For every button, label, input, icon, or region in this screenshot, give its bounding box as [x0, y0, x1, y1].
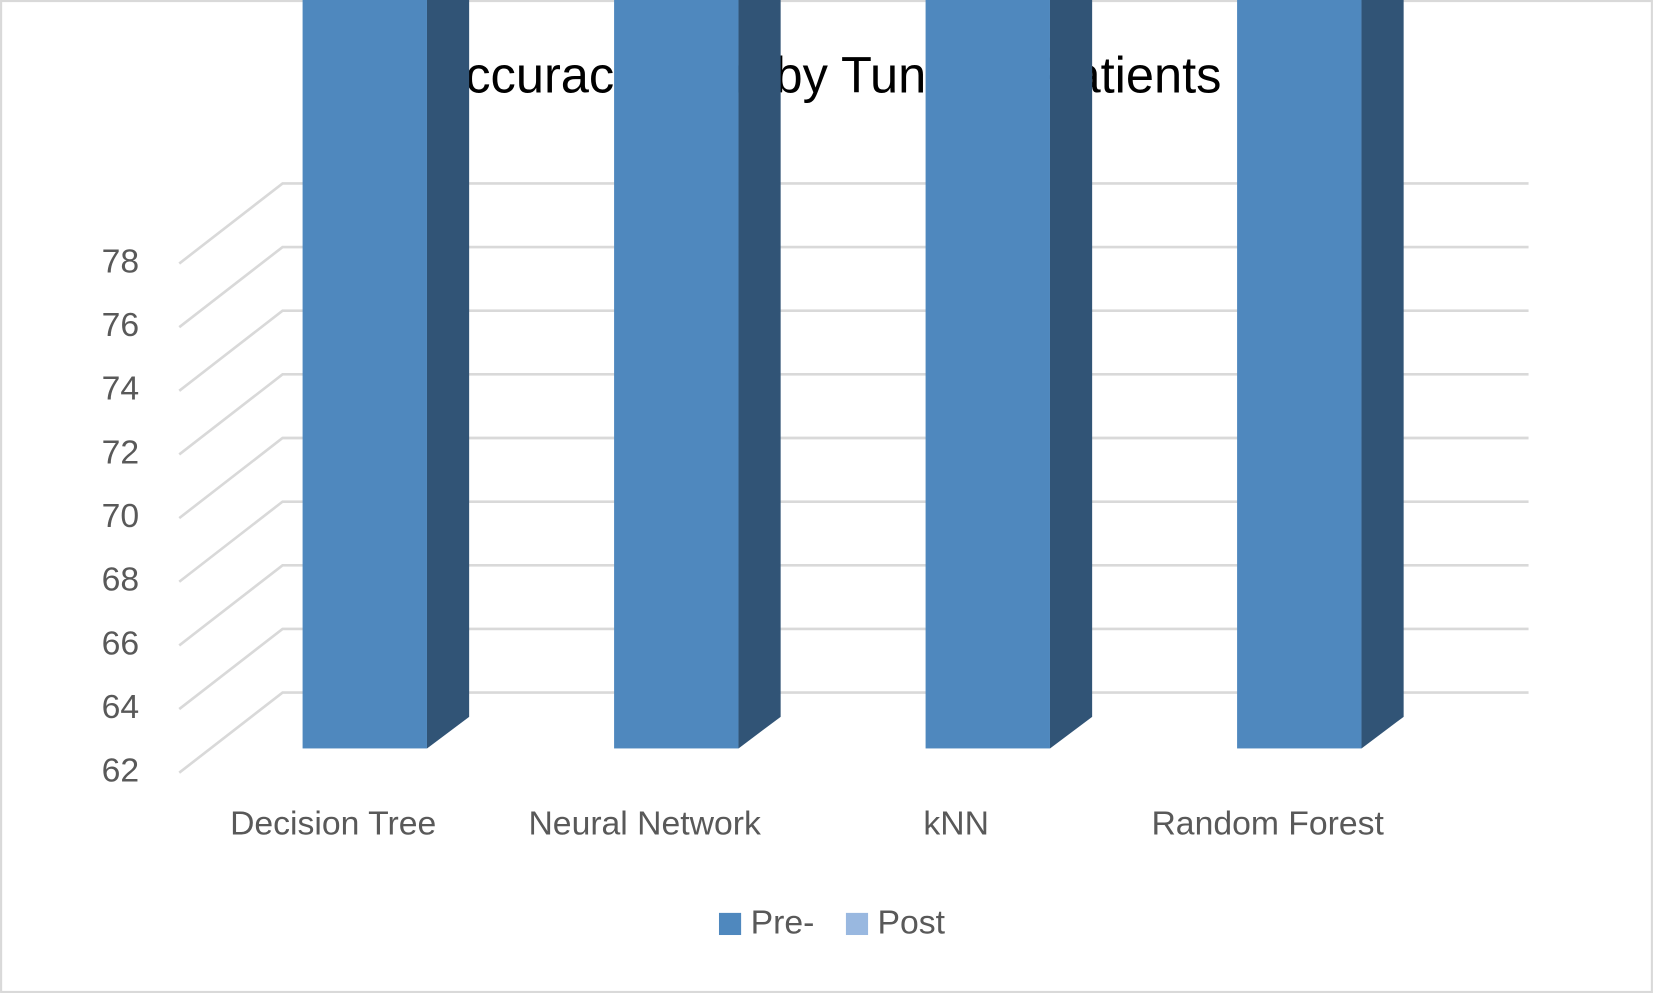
legend-label: Post: [878, 903, 946, 941]
x-tick-label: kNN: [923, 804, 989, 842]
y-tick-label: 70: [102, 497, 140, 535]
bar-segment: [614, 0, 739, 749]
y-tick-label: 74: [102, 370, 140, 408]
grid-line: [178, 309, 1529, 392]
bar-side: [1049, 0, 1093, 749]
grid-line: [178, 500, 1529, 583]
y-tick-label: 66: [102, 624, 140, 662]
x-tick-label: Neural Network: [528, 804, 761, 842]
grid-line: [178, 436, 1529, 520]
grid-line: [178, 691, 1529, 774]
bar-side: [738, 0, 781, 749]
grid-line: [178, 627, 1529, 711]
bar-segment: [302, 0, 427, 749]
bar-side: [1361, 0, 1404, 749]
y-tick-label: 62: [102, 752, 140, 790]
bar-side: [426, 0, 470, 749]
bar-segment: [925, 0, 1050, 749]
grid-line: [178, 182, 1529, 265]
legend-label: Pre-: [751, 903, 815, 941]
grid-line: [178, 563, 1529, 647]
y-tick-label: 72: [102, 433, 140, 471]
x-tick-label: Decision Tree: [230, 804, 436, 842]
x-tick-label: Random Forest: [1151, 804, 1384, 842]
legend-swatch: [845, 912, 869, 936]
y-tick-label: 64: [102, 688, 140, 726]
grid-line: [178, 245, 1529, 329]
y-tick-label: 78: [102, 242, 140, 280]
grid-line: [178, 373, 1529, 456]
bar-segment: [1237, 0, 1362, 749]
y-tick-label: 76: [102, 306, 140, 344]
y-tick-label: 68: [102, 561, 140, 599]
chart-title: Accuracy Gain by Tuning - Patients: [432, 46, 1222, 103]
legend-swatch: [718, 912, 742, 936]
